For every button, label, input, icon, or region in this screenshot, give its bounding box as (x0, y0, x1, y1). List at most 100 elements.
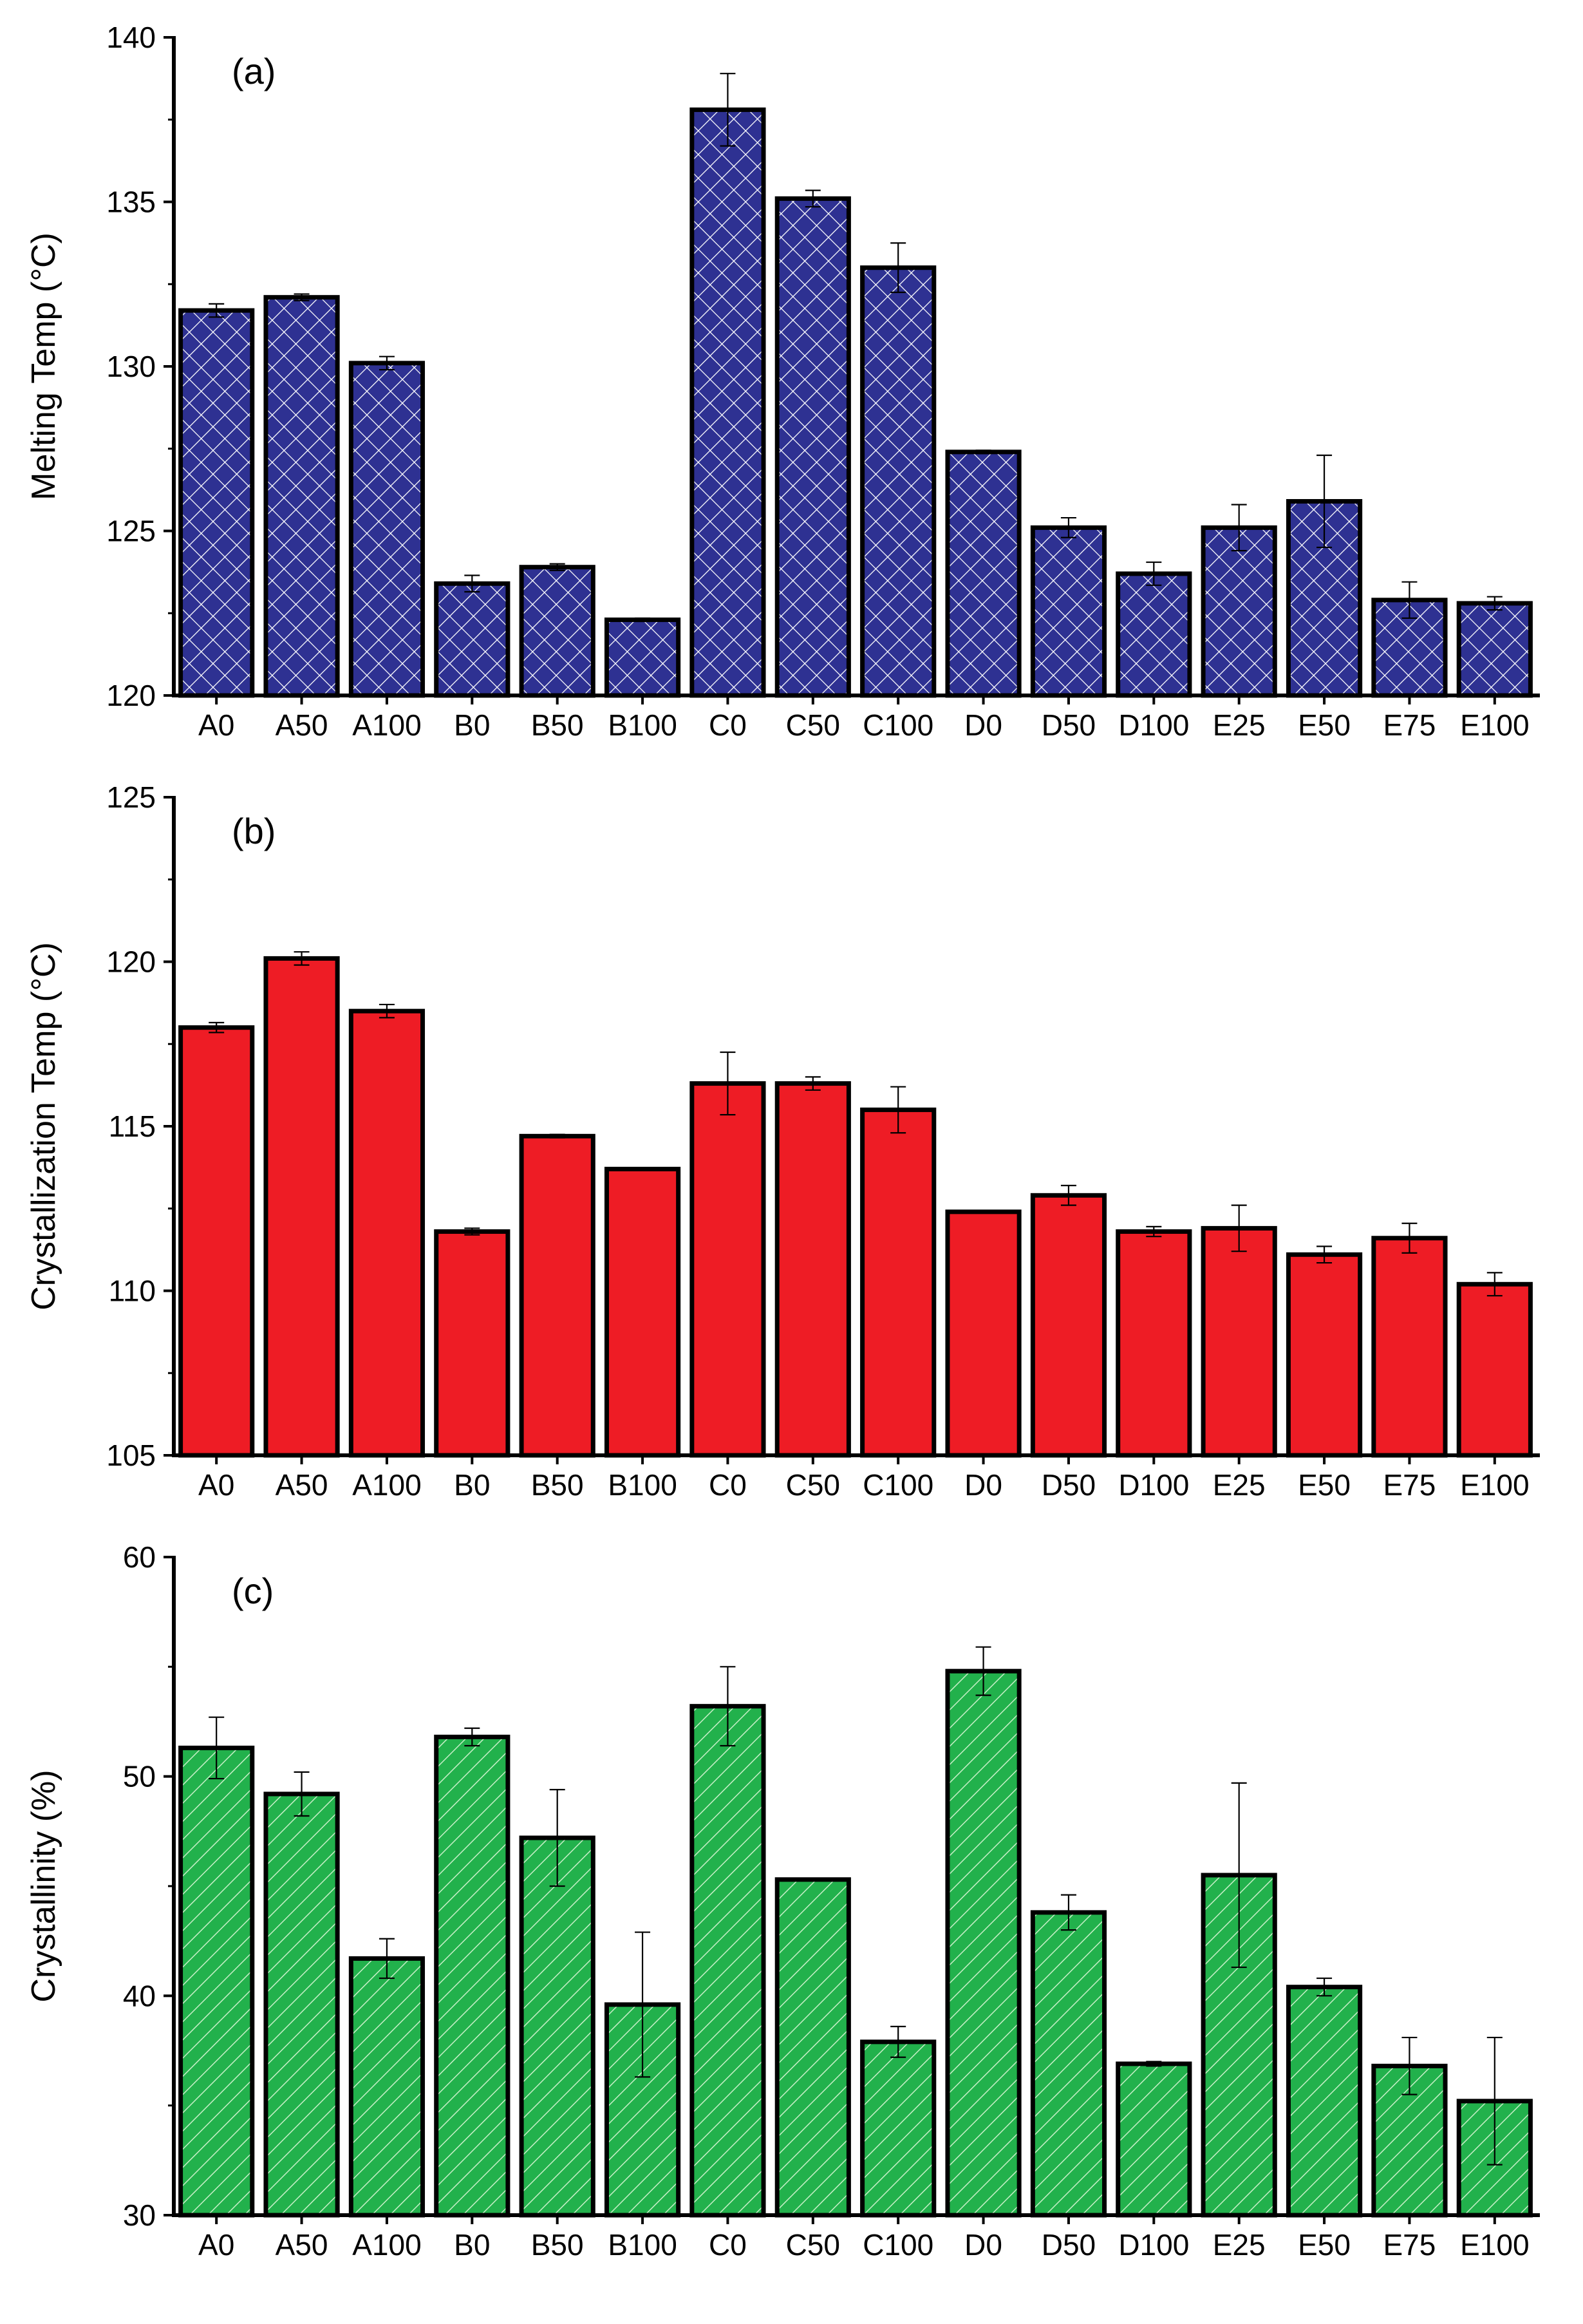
panel-label: (a) (232, 51, 276, 91)
bar-a100 (348, 361, 426, 698)
error-bar-e75 (1401, 1222, 1418, 1254)
bar-a50 (263, 1791, 340, 2218)
bar-d50 (1030, 1910, 1107, 2218)
x-tick-label: B100 (608, 2228, 677, 2262)
x-tick-label: B50 (531, 2228, 584, 2262)
error-bar-e100 (1486, 2036, 1503, 2166)
error-bar-e25 (1231, 1782, 1247, 1969)
y-tick-label: 30 (123, 2198, 156, 2232)
x-tick-label: A0 (198, 2228, 234, 2262)
error-bar-d0 (975, 449, 991, 455)
error-bar-d0 (975, 1646, 991, 1696)
crystallization-temp-panel: A0 A50 A100 B0 B50 B100 C0 C50 C100 D0 D50 D100 E25 E… (25, 780, 1540, 1502)
x-tick-label: C50 (786, 708, 840, 742)
error-bar-e100 (1486, 596, 1503, 611)
error-bar-b50 (549, 563, 565, 571)
error-bar-c100 (890, 242, 906, 294)
x-tick-label: E50 (1298, 2228, 1351, 2262)
bar-c100 (860, 1107, 937, 1458)
bar-d50 (1030, 525, 1107, 698)
bar-e25 (1201, 1225, 1277, 1458)
x-tick-label: D50 (1042, 1468, 1096, 1502)
x-tick-label: E25 (1213, 1468, 1266, 1502)
x-tick-label: A50 (276, 1468, 328, 1502)
bar-a0 (178, 1025, 255, 1458)
x-tick-label: A0 (198, 1468, 234, 1502)
x-tick-label: D0 (964, 1468, 1002, 1502)
x-tick-label: A100 (352, 708, 421, 742)
panel-label: (c) (232, 1571, 274, 1611)
x-tick-label: B0 (454, 708, 490, 742)
x-tick-label: B50 (531, 708, 584, 742)
bar-d50 (1030, 1193, 1107, 1458)
bar-e75 (1371, 1236, 1448, 1458)
bar-c100 (860, 2039, 937, 2218)
error-bar-a100 (379, 1938, 395, 1979)
x-tick-label: C100 (863, 708, 933, 742)
bar-d100 (1116, 1229, 1192, 1458)
error-bar-a100 (379, 1003, 395, 1019)
error-bar-b0 (464, 1727, 480, 1747)
x-tick-label: A50 (276, 708, 328, 742)
y-tick-label: 105 (106, 1439, 156, 1472)
error-bar-d50 (1060, 516, 1076, 538)
error-bar-a0 (209, 303, 225, 318)
x-tick-label: E25 (1213, 2228, 1266, 2262)
x-tick-label: E75 (1383, 708, 1436, 742)
error-bar-b100 (635, 1931, 651, 2078)
x-tick-label: D50 (1042, 2228, 1096, 2262)
crystallization-temp-axis-label: Crystallization Temp (°C) (25, 942, 62, 1310)
error-bar-b100 (635, 617, 651, 623)
y-tick-label: 135 (106, 185, 156, 219)
error-bar-d100 (1146, 2061, 1162, 2067)
error-bar-b0 (464, 574, 480, 593)
x-tick-label: D100 (1118, 2228, 1189, 2262)
error-bar-c0 (720, 1051, 736, 1116)
x-tick-label: C0 (709, 2228, 747, 2262)
bar-b50 (519, 565, 595, 698)
bar-c100 (860, 265, 937, 698)
bar-d100 (1116, 2061, 1192, 2218)
x-tick-label: B0 (454, 1468, 490, 1502)
error-bar-e75 (1401, 581, 1418, 619)
bar-b0 (434, 1229, 510, 1458)
error-bar-a0 (209, 1021, 225, 1034)
y-tick-label: 40 (123, 1979, 156, 2012)
bar-a50 (263, 956, 340, 1458)
error-bar-e100 (1486, 1272, 1503, 1297)
bar-e50 (1286, 1252, 1363, 1458)
bar-b50 (519, 1835, 595, 2218)
x-tick-label: E50 (1298, 708, 1351, 742)
bar-a0 (178, 1745, 255, 2218)
error-bar-c50 (805, 1076, 821, 1091)
bar-c50 (774, 196, 851, 698)
error-bar-a100 (379, 355, 395, 371)
melting-temp-axis-label: Melting Temp (°C) (25, 232, 62, 500)
y-tick-label: 120 (106, 679, 156, 712)
x-tick-label: A100 (352, 2228, 421, 2262)
x-tick-label: D0 (964, 708, 1002, 742)
error-bar-e25 (1231, 504, 1247, 552)
y-tick-label: 140 (106, 21, 156, 54)
bar-b100 (604, 617, 681, 698)
x-tick-label: A0 (198, 708, 234, 742)
error-bar-e75 (1401, 2036, 1418, 2095)
error-bar-d50 (1060, 1184, 1076, 1206)
y-tick-label: 110 (109, 1274, 156, 1308)
y-tick-label: 130 (106, 350, 156, 383)
x-tick-label: C100 (863, 1468, 933, 1502)
x-tick-label: B100 (608, 1468, 677, 1502)
error-bar-a50 (294, 1771, 310, 1817)
bar-c50 (774, 1877, 851, 2218)
error-bar-d100 (1146, 1225, 1162, 1238)
x-tick-label: C0 (709, 1468, 747, 1502)
error-bar-a50 (294, 293, 310, 301)
bar-e50 (1286, 1985, 1363, 2218)
bar-c0 (689, 1081, 766, 1458)
crystallinity-axis-label: Crystallinity (%) (25, 1770, 62, 2002)
x-tick-label: D50 (1042, 708, 1096, 742)
y-tick-label: 125 (106, 780, 156, 814)
error-bar-e50 (1316, 454, 1333, 549)
error-bar-c0 (720, 1666, 736, 1747)
